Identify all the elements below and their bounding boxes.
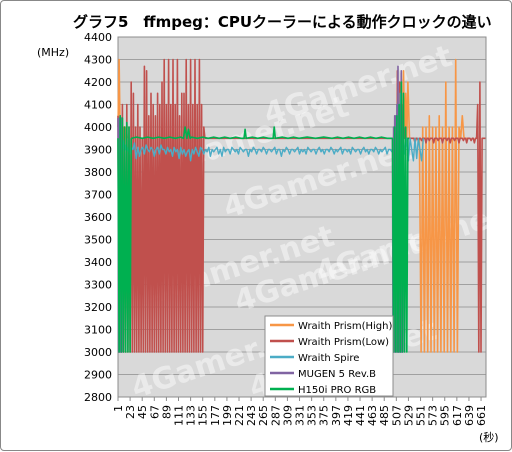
x-tick-label: 639 (463, 405, 476, 426)
x-tick-label: 287 (269, 405, 282, 426)
series-line (117, 115, 132, 353)
series-line (131, 126, 393, 140)
y-tick-label: 3300 (84, 279, 112, 292)
x-tick-label: 595 (439, 405, 452, 426)
x-tick-label: 441 (354, 405, 367, 426)
y-tick-label: 4400 (84, 31, 112, 44)
x-tick-labels: 1 23 45 67 89 111 133 155 177 199 221 243 265 287 309 3… (112, 397, 488, 426)
series-lines (117, 58, 486, 353)
legend-label: Wraith Prism(Low) (298, 337, 389, 348)
legend-label: Wraith Spire (298, 353, 359, 364)
series-line (395, 70, 486, 353)
x-tick-label: 45 (136, 405, 149, 419)
y-tick-label: 3600 (84, 211, 112, 224)
x-tick-label: 1 (112, 405, 125, 412)
y-tick-label: 4000 (84, 121, 112, 134)
x-tick-label: 221 (233, 405, 246, 426)
y-tick-label: 2800 (84, 391, 112, 404)
x-tick-label: 419 (342, 405, 355, 426)
y-tick-label: 3200 (84, 301, 112, 314)
x-tick-label: 397 (330, 405, 343, 426)
x-tick-label: 551 (415, 405, 428, 426)
x-tick-label: 133 (185, 405, 198, 426)
y-tick-label: 3100 (84, 324, 112, 337)
x-tick-label: 177 (209, 405, 222, 426)
chart-title: グラフ5 ffmpeg：CPUクーラーによる動作クロックの違い (73, 13, 492, 31)
x-tick-label: 67 (148, 405, 161, 419)
y-axis-label: (MHz) (37, 46, 69, 59)
x-tick-label: 309 (281, 405, 294, 426)
x-tick-label: 23 (124, 405, 137, 419)
x-tick-label: 331 (294, 405, 307, 426)
legend-label: Wraith Prism(High) (298, 321, 392, 332)
y-tick-label: 3800 (84, 166, 112, 179)
x-tick-label: 617 (451, 405, 464, 426)
y-tick-label: 3900 (84, 144, 112, 157)
legend: Wraith Prism(High) Wraith Prism(Low) Wrait… (264, 315, 394, 397)
x-tick-label: 265 (257, 405, 270, 426)
y-tick-labels: 2800 2900 3000 3100 3200 3300 3400 3500 3600 3700… (84, 31, 112, 404)
x-tick-label: 661 (475, 405, 488, 426)
legend-label: MUGEN 5 Rev.B (298, 369, 376, 380)
x-tick-label: 155 (197, 405, 210, 426)
y-tick-label: 4300 (84, 54, 112, 67)
series-line (391, 81, 409, 353)
y-tick-label: 3500 (84, 234, 112, 247)
x-axis-label: (秒) (479, 430, 499, 444)
x-tick-label: 375 (318, 405, 331, 426)
x-tick-label: 199 (221, 405, 234, 426)
y-tick-label: 3000 (84, 346, 112, 359)
x-tick-label: 111 (173, 405, 186, 426)
legend-label: H150i PRO RGB (298, 385, 376, 396)
y-tick-label: 2900 (84, 369, 112, 382)
x-tick-label: 463 (366, 405, 379, 426)
x-tick-label: 243 (245, 405, 258, 426)
series-line (117, 58, 206, 353)
x-tick-label: 573 (427, 405, 440, 426)
y-tick-label: 3700 (84, 189, 112, 202)
x-tick-label: 507 (390, 405, 403, 426)
series-line (401, 70, 412, 140)
x-tick-label: 353 (306, 405, 319, 426)
y-tick-label: 3400 (84, 256, 112, 269)
y-tick-label: 4200 (84, 76, 112, 89)
series-line (117, 120, 396, 162)
y-tick-label: 4100 (84, 99, 112, 112)
x-tick-label: 89 (160, 405, 173, 419)
x-tick-label: 485 (378, 405, 391, 426)
x-tick-label: 529 (402, 405, 415, 426)
